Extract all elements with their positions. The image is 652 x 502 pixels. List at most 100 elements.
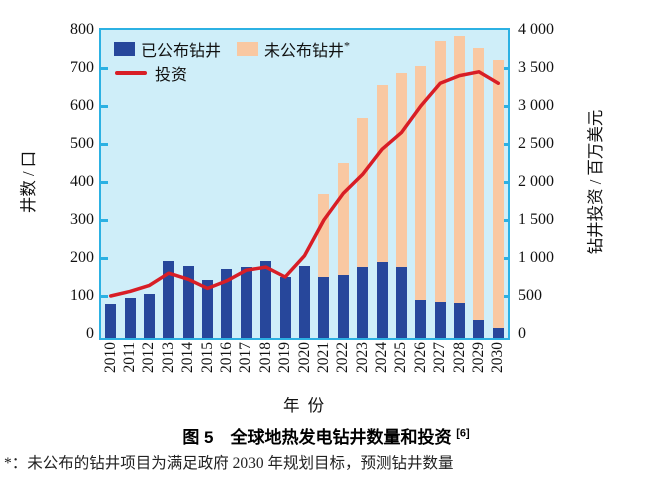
right-axis-tick <box>501 66 510 70</box>
footnote-text: 未公布的钻井项目为满足政府 2030 年规划目标，预测钻井数量 <box>27 455 454 472</box>
right-axis-tick-label: 3 000 <box>518 97 554 114</box>
right-axis-tick <box>501 180 510 184</box>
left-axis-tick-label: 300 <box>70 211 94 228</box>
right-axis-tick-label: 3 500 <box>518 59 554 76</box>
left-axis-tick <box>99 180 108 184</box>
right-axis-tick <box>501 294 510 298</box>
right-axis-tick <box>501 256 510 260</box>
bar-announced-2014 <box>182 265 194 338</box>
bar-unannounced-2028 <box>454 35 466 304</box>
right-axis-tick-label: 2 000 <box>518 173 554 190</box>
x-tick-label-2013: 2013 <box>159 342 177 373</box>
x-tick-label-2012: 2012 <box>140 342 158 373</box>
bar-announced-2023 <box>357 266 369 338</box>
right-axis-tick <box>501 218 510 222</box>
figure-caption-text: 图 5 全球地热发电钻井数量和投资 <box>182 428 452 447</box>
bar-announced-2013 <box>163 260 175 338</box>
x-tick-label-2027: 2027 <box>431 342 449 373</box>
footnote-marker: *： <box>4 455 28 472</box>
investment-label: 投资 <box>155 67 188 84</box>
bar-announced-2027 <box>434 301 446 338</box>
x-tick-label-2022: 2022 <box>334 342 352 373</box>
bar-announced-2030 <box>492 328 504 338</box>
bar-announced-2010 <box>105 303 117 338</box>
x-tick-label-2011: 2011 <box>121 342 139 373</box>
bar-announced-2019 <box>279 277 291 338</box>
right-axis-tick-label: 4 000 <box>518 21 554 38</box>
bar-unannounced-2022 <box>337 163 349 276</box>
x-tick-label-2024: 2024 <box>373 342 391 373</box>
left-axis-tick <box>99 256 108 260</box>
left-axis-title: 井数 / 口 <box>19 150 38 214</box>
left-axis-tick <box>99 142 108 146</box>
left-axis-tick <box>99 104 108 108</box>
left-axis-tick-label: 200 <box>70 249 94 266</box>
bar-unannounced-2029 <box>473 48 485 321</box>
legend: 已公布钻井 未公布钻井* 投资 <box>114 37 350 85</box>
right-axis-tick-label: 2 500 <box>518 135 554 152</box>
figure-caption: 图 5 全球地热发电钻井数量和投资 [6] <box>0 423 652 448</box>
bar-announced-2026 <box>415 299 427 338</box>
legend-row-bars: 已公布钻井 未公布钻井* <box>114 37 350 61</box>
x-tick-label-2021: 2021 <box>314 342 332 373</box>
unannounced-wells-swatch <box>237 42 259 56</box>
x-tick-label-2019: 2019 <box>276 342 294 373</box>
left-axis-tick-label: 100 <box>70 287 94 304</box>
announced-wells-label: 已公布钻井 <box>141 43 222 60</box>
unannounced-wells-asterisk: * <box>344 38 351 53</box>
left-axis-tick-label: 0 <box>86 325 94 342</box>
bar-announced-2018 <box>260 260 272 338</box>
x-tick-label-2016: 2016 <box>217 342 235 373</box>
x-tick-label-2018: 2018 <box>256 342 274 373</box>
bar-unannounced-2027 <box>434 41 446 302</box>
x-tick-label-2014: 2014 <box>179 342 197 373</box>
bar-unannounced-2024 <box>376 85 388 262</box>
bar-unannounced-2025 <box>395 72 407 267</box>
bar-unannounced-2026 <box>415 65 427 300</box>
figure-caption-reference: [6] <box>456 427 470 440</box>
bar-announced-2024 <box>376 262 388 338</box>
right-axis-tick-label: 1 500 <box>518 211 554 228</box>
x-tick-label-2028: 2028 <box>450 342 468 373</box>
bar-announced-2022 <box>337 275 349 338</box>
x-tick-label-2017: 2017 <box>237 342 255 373</box>
x-tick-label-2020: 2020 <box>295 342 313 373</box>
plot-area: 已公布钻井 未公布钻井* 投资 <box>99 28 510 340</box>
bar-unannounced-2030 <box>492 60 504 329</box>
right-axis-tick-label: 500 <box>518 287 542 304</box>
bar-announced-2015 <box>202 280 214 338</box>
bar-announced-2017 <box>240 266 252 338</box>
left-axis-tick <box>99 218 108 222</box>
investment-line <box>108 70 501 298</box>
right-axis-tick <box>501 104 510 108</box>
left-axis-tick-label: 400 <box>70 173 94 190</box>
x-tick-label-2030: 2030 <box>489 342 507 373</box>
x-tick-label-2010: 2010 <box>101 342 119 373</box>
x-axis-title: 年 份 <box>282 396 327 415</box>
left-axis-tick-label: 600 <box>70 97 94 114</box>
right-axis-tick-label: 0 <box>518 325 526 342</box>
left-axis-tick-label: 800 <box>70 21 94 38</box>
bar-announced-2028 <box>454 303 466 338</box>
left-axis-tick <box>99 66 108 70</box>
unannounced-wells-label: 未公布钻井* <box>264 37 350 61</box>
bar-announced-2011 <box>124 298 136 338</box>
figure-footnote: *：未公布的钻井项目为满足政府 2030 年规划目标，预测钻井数量 <box>4 451 648 473</box>
legend-row-line: 投资 <box>114 61 350 85</box>
unannounced-wells-label-text: 未公布钻井 <box>264 43 345 60</box>
bar-announced-2012 <box>143 294 155 338</box>
left-axis-tick-label: 500 <box>70 135 94 152</box>
left-axis-tick-label: 700 <box>70 59 94 76</box>
bar-unannounced-2021 <box>318 193 330 278</box>
right-axis-tick <box>501 142 510 146</box>
announced-wells-swatch <box>114 42 135 56</box>
x-tick-label-2026: 2026 <box>411 342 429 373</box>
investment-line-swatch <box>115 71 147 75</box>
x-tick-label-2029: 2029 <box>469 342 487 373</box>
bar-announced-2016 <box>221 268 233 338</box>
right-axis-title: 钻井投资 / 百万美元 <box>586 109 605 255</box>
x-tick-label-2015: 2015 <box>198 342 216 373</box>
bar-announced-2029 <box>473 320 485 338</box>
bar-announced-2025 <box>395 266 407 338</box>
